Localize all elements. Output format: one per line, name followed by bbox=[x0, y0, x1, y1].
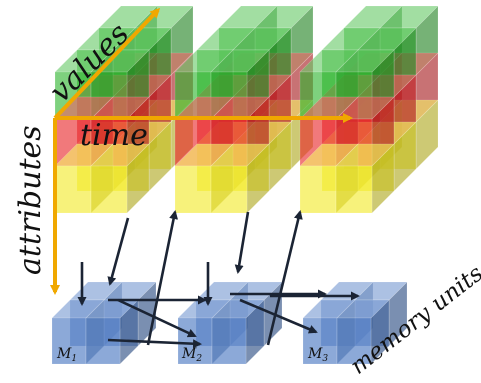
cube-t2-d0-r2-c1-front bbox=[210, 165, 248, 214]
attributes-label: attributes bbox=[13, 125, 48, 275]
time-label: time bbox=[80, 118, 148, 153]
connection-arrow-6 bbox=[266, 210, 303, 346]
memory-unit-m3-d0-c1 bbox=[336, 299, 390, 365]
axes bbox=[50, 7, 353, 295]
cube-t1-d0-r2-c1 bbox=[90, 143, 150, 214]
cube-t1-d0-r2-c1-front bbox=[90, 165, 128, 214]
connection-arrow-3 bbox=[146, 210, 179, 346]
memory-unit-m2-d0-c1-front bbox=[211, 317, 247, 365]
connection-arrow-8 bbox=[117, 298, 197, 338]
connection-arrow-5 bbox=[234, 211, 250, 274]
connection-arrow-2 bbox=[107, 217, 130, 286]
memory-unit-m3-d0-c1-front bbox=[336, 317, 372, 365]
cube-t3-d0-r2-c1 bbox=[335, 143, 395, 214]
cube-t3-d0-r2-c0-front bbox=[299, 165, 337, 214]
cube-t1-d0-r2-c0-front bbox=[54, 165, 92, 214]
memory-unit-m1-d0-c1-front bbox=[85, 317, 121, 365]
connection-arrow-12 bbox=[107, 338, 202, 349]
connection-arrow-10 bbox=[239, 298, 318, 334]
memory-label-m2: M2 bbox=[181, 346, 202, 364]
cubes-layer bbox=[54, 5, 439, 214]
cube-t2-d0-r2-c0-front bbox=[174, 165, 212, 214]
memory-label-m3: M3 bbox=[307, 346, 328, 364]
cube-t3-d0-r2-c1-front bbox=[335, 165, 373, 214]
values-axis-arrow bbox=[53, 7, 161, 120]
memory-label-m1: M1 bbox=[56, 346, 77, 364]
cube-t2-d0-r2-c1 bbox=[210, 143, 270, 214]
connection-arrows bbox=[77, 210, 360, 349]
memory-unit-m2-d0-c1 bbox=[211, 299, 265, 365]
